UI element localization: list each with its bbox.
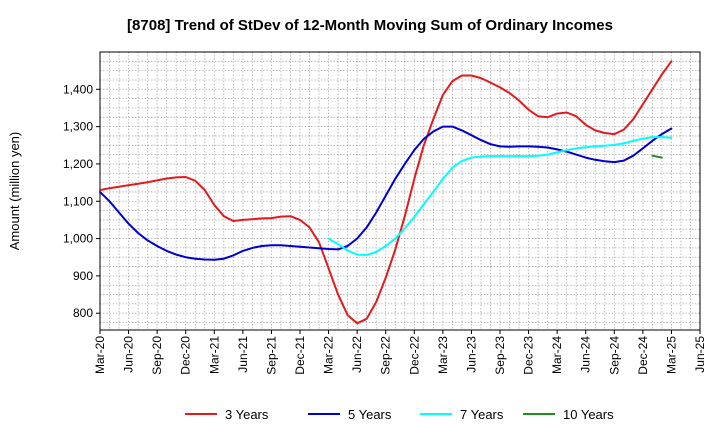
x-tick-label: Jun-25 xyxy=(693,336,707,373)
x-tick-label: Sep-21 xyxy=(264,336,278,375)
grid xyxy=(100,52,700,330)
legend-label: 5 Years xyxy=(348,407,392,422)
legend-label: 3 Years xyxy=(225,407,269,422)
x-tick-label: Dec-21 xyxy=(293,336,307,375)
x-tick-label: Sep-24 xyxy=(607,336,621,375)
series-line-3-years xyxy=(99,60,673,325)
x-tick-label: Sep-23 xyxy=(493,336,507,375)
series-group xyxy=(99,60,673,325)
x-tick-label: Dec-22 xyxy=(407,336,421,375)
y-tick-label: 800 xyxy=(73,306,93,320)
series-line-5-years xyxy=(99,125,673,261)
y-axis-label: Amount (million yen) xyxy=(7,132,22,251)
y-tick-label: 1,400 xyxy=(63,82,93,96)
x-axis: Mar-20 Jun-20 Sep-20 Dec-20 Mar-21 Jun-21 Sep-… xyxy=(93,330,707,375)
series-line-7-years xyxy=(327,136,673,256)
x-tick-label: Mar-24 xyxy=(550,336,564,374)
x-tick-label: Jun-24 xyxy=(579,336,593,373)
x-tick-label: Mar-23 xyxy=(436,336,450,374)
x-tick-label: Mar-21 xyxy=(207,336,221,374)
y-tick-label: 1,200 xyxy=(63,157,93,171)
y-axis: 800 900 1,000 1,100 1,200 1,300 1,400 xyxy=(63,82,100,320)
y-tick-label: 1,300 xyxy=(63,120,93,134)
x-tick-label: Jun-20 xyxy=(122,336,136,373)
y-tick-label: 900 xyxy=(73,269,93,283)
legend: 3 Years 5 Years 7 Years 10 Years xyxy=(185,407,614,422)
chart-title: [8708] Trend of StDev of 12-Month Moving… xyxy=(127,17,613,34)
x-tick-label: Dec-20 xyxy=(179,336,193,375)
x-tick-label: Jun-23 xyxy=(464,336,478,373)
y-tick-label: 1,100 xyxy=(63,194,93,208)
x-tick-label: Dec-24 xyxy=(636,336,650,375)
plot-area xyxy=(100,52,700,330)
x-tick-label: Dec-23 xyxy=(522,336,536,375)
x-tick-label: Sep-22 xyxy=(379,336,393,375)
x-tick-label: Mar-22 xyxy=(322,336,336,374)
x-tick-label: Mar-25 xyxy=(664,336,678,374)
x-tick-label: Sep-20 xyxy=(150,336,164,375)
legend-label: 10 Years xyxy=(563,407,614,422)
y-tick-label: 1,000 xyxy=(63,232,93,246)
x-tick-label: Mar-20 xyxy=(93,336,107,374)
x-tick-label: Jun-22 xyxy=(350,336,364,373)
series-line-10-years xyxy=(651,154,663,159)
x-tick-label: Jun-21 xyxy=(236,336,250,373)
legend-label: 7 Years xyxy=(460,407,504,422)
